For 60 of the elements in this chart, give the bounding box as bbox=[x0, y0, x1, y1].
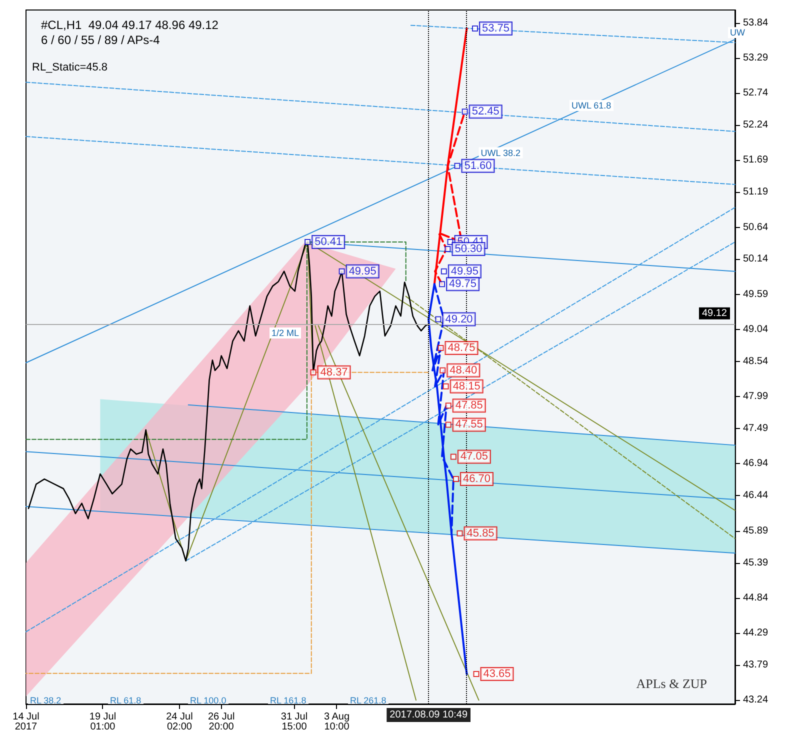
data-label: 49.20 bbox=[445, 313, 473, 326]
y-tick-label: 47.99 bbox=[743, 391, 768, 402]
data-label: 49.75 bbox=[449, 278, 477, 290]
ref-line-label: 49.12 bbox=[702, 308, 728, 319]
y-tick-label: 50.64 bbox=[743, 222, 768, 233]
y-tick-label: 49.04 bbox=[743, 324, 768, 336]
ref-line-label: 2017.08.09 10:49 bbox=[390, 710, 468, 720]
data-label: 45.85 bbox=[466, 527, 494, 540]
y-tick-label: 49.59 bbox=[743, 288, 768, 300]
data-label: 48.75 bbox=[448, 342, 476, 354]
annotation: RL 38.2 bbox=[30, 696, 62, 706]
x-tick-label: 3 Aug 10:00 bbox=[324, 712, 350, 732]
text: 6 / 60 / 55 / 89 / APs-4 bbox=[41, 33, 160, 47]
annotation: RL 100.0 bbox=[190, 696, 226, 706]
data-label: 48.37 bbox=[320, 366, 348, 378]
data-label: 49.95 bbox=[348, 265, 376, 278]
x-tick-label: 31 Jul 15:00 bbox=[280, 712, 308, 732]
annotation: RL 261.8 bbox=[350, 696, 386, 706]
x-tick-label: 24 Jul 02:00 bbox=[166, 712, 193, 732]
annotation: APLs & ZUP bbox=[636, 676, 708, 691]
y-tick-label: 51.69 bbox=[743, 154, 768, 166]
data-label: 47.05 bbox=[460, 450, 488, 463]
y-tick-label: 45.39 bbox=[743, 557, 768, 568]
y-tick-label: 46.44 bbox=[743, 490, 768, 502]
y-tick-label: 50.14 bbox=[743, 254, 768, 265]
data-label: 48.40 bbox=[450, 364, 478, 376]
y-tick-label: 45.89 bbox=[743, 525, 768, 536]
y-tick-label: 53.29 bbox=[743, 52, 768, 64]
annotation: UWL 38.2 bbox=[480, 148, 520, 158]
y-tick-label: 52.24 bbox=[743, 120, 768, 131]
x-tick-label: 19 Jul 01:00 bbox=[89, 712, 116, 732]
y-tick-label: 48.54 bbox=[743, 356, 768, 367]
data-label: 51.60 bbox=[464, 160, 492, 172]
annotation: RL 61.8 bbox=[110, 696, 142, 706]
annotation: RL 161.8 bbox=[270, 696, 306, 706]
data-label: 48.15 bbox=[452, 380, 480, 392]
data-label: 49.95 bbox=[450, 265, 478, 278]
data-label: 46.70 bbox=[462, 473, 490, 486]
x-tick-label: 14 Jul 2017 bbox=[12, 712, 40, 732]
y-tick-label: 53.84 bbox=[743, 17, 768, 28]
y-tick-label: 46.94 bbox=[743, 458, 768, 470]
data-label: 52.45 bbox=[472, 106, 500, 118]
data-label: 50.41 bbox=[314, 236, 342, 248]
y-tick-label: 43.79 bbox=[743, 660, 768, 671]
y-tick-label: 44.29 bbox=[743, 628, 768, 639]
y-tick-label: 52.74 bbox=[743, 88, 768, 99]
y-tick-label: 51.19 bbox=[743, 186, 768, 198]
x-tick-label: 26 Jul 20:00 bbox=[208, 712, 235, 732]
data-label: 47.85 bbox=[455, 400, 483, 412]
text: #CL,H1 49.04 49.17 48.96 49.12 bbox=[41, 18, 219, 32]
data-label: 53.75 bbox=[482, 22, 510, 35]
annotation: UW bbox=[730, 28, 746, 38]
data-label: 43.65 bbox=[483, 668, 511, 680]
annotation: UWL 61.8 bbox=[571, 100, 612, 110]
y-tick-label: 44.84 bbox=[743, 592, 768, 604]
annotation: 1/2 ML bbox=[272, 328, 300, 338]
y-tick-label: 43.24 bbox=[743, 694, 768, 706]
data-label: 47.55 bbox=[455, 418, 483, 431]
annotation: RL_Static=45.8 bbox=[32, 62, 108, 74]
y-tick-label: 47.49 bbox=[743, 423, 768, 434]
